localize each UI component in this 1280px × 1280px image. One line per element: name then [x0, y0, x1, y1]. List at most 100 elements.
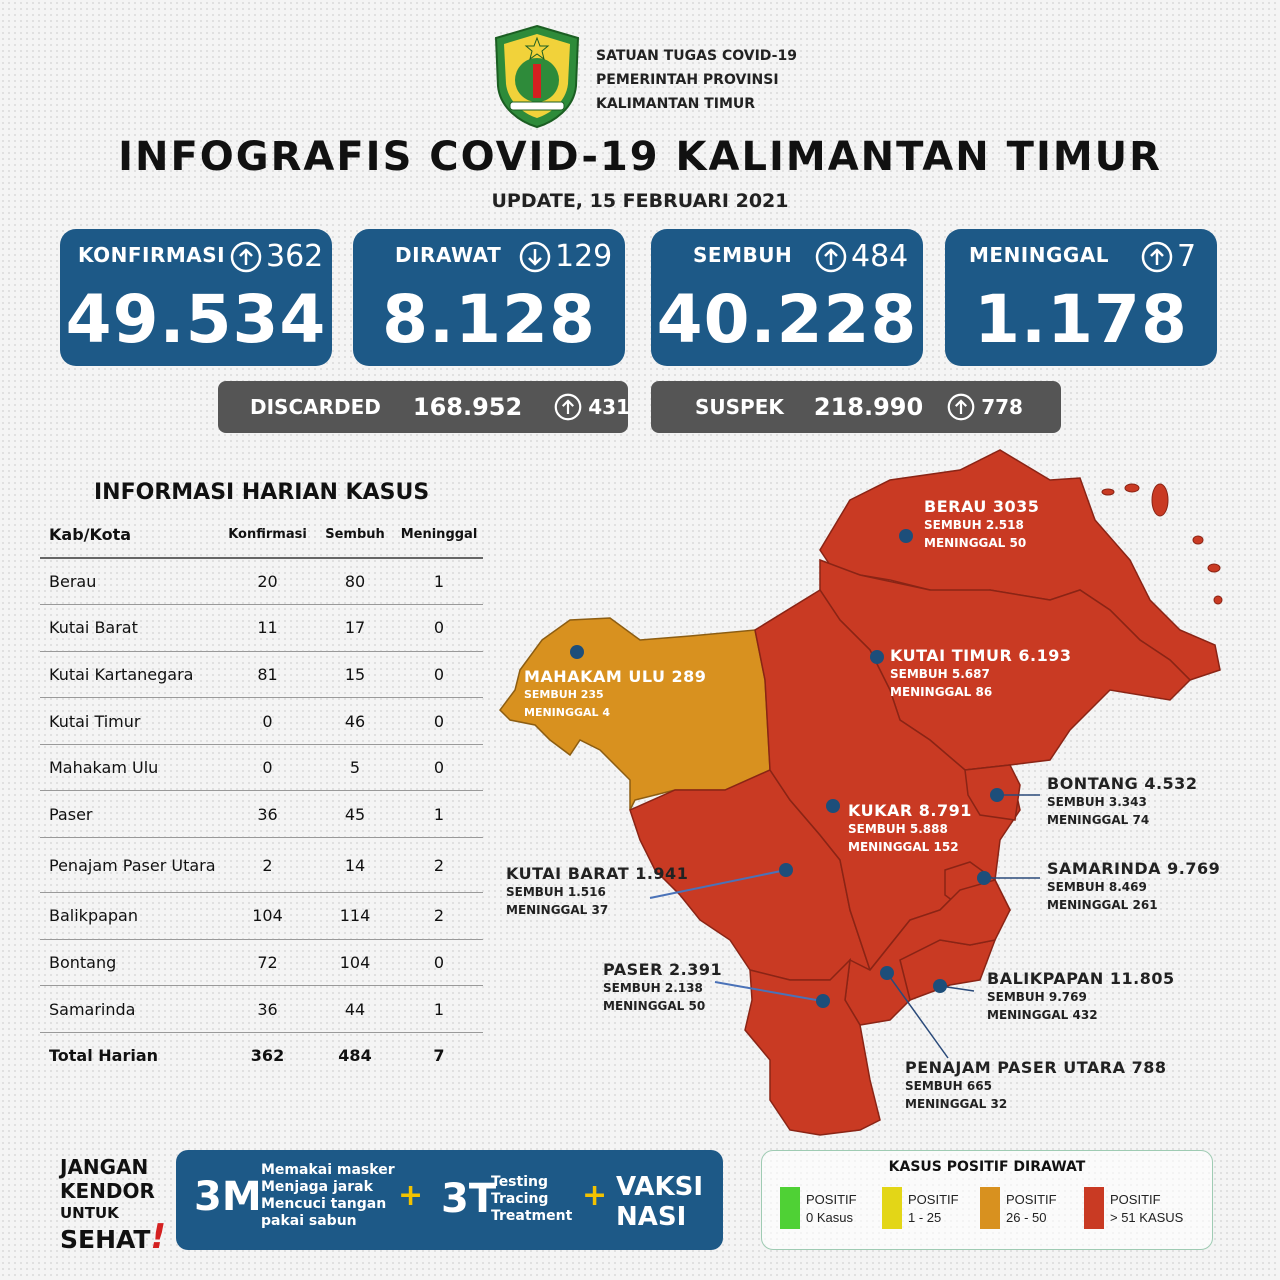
map-label-mahakam-ulu: MAHAKAM ULU 289 SEMBUH 235 MENINGGAL 4	[524, 667, 706, 722]
region-penajam-paser-utara	[844, 879, 1011, 1026]
arrow-up-icon	[230, 241, 262, 272]
protocol-3t: 3T	[441, 1176, 497, 1222]
region-sembuh: SEMBUH 5.888	[848, 822, 948, 836]
cell-konfirmasi: 0	[220, 697, 315, 745]
protocol-3m-item: Memakai masker	[261, 1162, 395, 1178]
vaksi-line-2: NASI	[616, 1202, 687, 1232]
cell-region: Kutai Barat	[40, 604, 220, 652]
region-sembuh: SEMBUH 5.687	[890, 667, 990, 681]
cell-konfirmasi: 72	[220, 939, 315, 987]
stat-change-value: 362	[266, 239, 324, 274]
region-meninggal: MENINGGAL 4	[524, 706, 611, 719]
stat-card-sembuh: SEMBUH 484 40.228	[651, 229, 923, 366]
stat-value: 40.228	[656, 281, 918, 358]
cell-meninggal: 2	[395, 892, 483, 940]
region-sembuh: SEMBUH 1.516	[506, 885, 606, 899]
discarded-change-value: 431	[588, 395, 630, 419]
region-name: BERAU 3035	[924, 497, 1040, 516]
table-row: Mahakam Ulu 0 5 0	[40, 744, 483, 792]
cell-sembuh: 104	[315, 939, 395, 987]
cell-meninggal: 1	[395, 790, 483, 839]
map-legend: KASUS POSITIF DIRAWAT POSITIF 0 Kasus POS…	[761, 1150, 1213, 1250]
region-meninggal: MENINGGAL 432	[987, 1008, 1098, 1022]
cell-meninggal: 1	[395, 558, 483, 606]
slogan-line-3: UNTUK	[60, 1204, 119, 1222]
island	[1151, 483, 1169, 517]
stat-change: 484	[815, 239, 908, 274]
region-name: KUKAR 8.791	[848, 801, 972, 820]
region-sembuh: SEMBUH 2.138	[603, 981, 703, 995]
cell-konfirmasi: 0	[220, 744, 315, 792]
cell-region: Paser	[40, 790, 220, 839]
table-row: Samarinda 36 44 1	[40, 985, 483, 1033]
legend-item: POSITIF 26 - 50	[980, 1187, 1057, 1229]
map-label-bontang: BONTANG 4.532 SEMBUH 3.343 MENINGGAL 74	[1047, 774, 1197, 829]
suspek-change-value: 778	[981, 395, 1023, 419]
slogan-line-1: JANGAN	[60, 1155, 149, 1179]
cell-sembuh: 44	[315, 985, 395, 1033]
legend-item: POSITIF 0 Kasus	[780, 1187, 857, 1229]
table-row: Paser 36 45 1	[40, 790, 483, 839]
cell-meninggal: 0	[395, 651, 483, 699]
legend-item: POSITIF > 51 KASUS	[1084, 1187, 1183, 1229]
stat-label: MENINGGAL	[969, 243, 1110, 267]
stat-value: 49.534	[65, 281, 327, 358]
region-name: PENAJAM PASER UTARA 788	[905, 1058, 1167, 1077]
legend-line-1: POSITIF	[1006, 1192, 1057, 1207]
header-sembuh: Sembuh	[315, 512, 395, 559]
table-row: Kutai Barat 11 17 0	[40, 604, 483, 652]
vaksi-line-1: VAKSI	[616, 1172, 704, 1202]
update-date: UPDATE, 15 FEBRUARI 2021	[491, 190, 789, 212]
cell-sembuh: 14	[315, 837, 395, 894]
region-sembuh: SEMBUH 665	[905, 1079, 992, 1093]
suspek-value: 218.990	[813, 393, 924, 421]
region-name: KUTAI TIMUR 6.193	[890, 646, 1072, 665]
protocol-3t-item: Treatment	[491, 1208, 573, 1224]
plus-sign: +	[398, 1178, 424, 1213]
region-name: BONTANG 4.532	[1047, 774, 1198, 793]
legend-line-2: > 51 KASUS	[1110, 1210, 1184, 1225]
table-row: Penajam Paser Utara 2 14 2	[40, 837, 483, 894]
plus-sign: +	[582, 1178, 608, 1213]
cell-meninggal: 0	[395, 939, 483, 987]
cell-konfirmasi: 36	[220, 985, 315, 1033]
legend-line-1: POSITIF	[908, 1192, 959, 1207]
cell-sembuh: 45	[315, 790, 395, 839]
cell-sembuh: 46	[315, 697, 395, 745]
protocol-vaksinasi: VAKSI NASI	[616, 1172, 703, 1232]
dot-kutai-timur	[870, 650, 884, 664]
stat-card-dirawat: DIRAWAT 129 8.128	[353, 229, 625, 366]
table-row: Kutai Kartanegara 81 15 0	[40, 651, 483, 699]
island	[1101, 488, 1115, 496]
cell-meninggal: 1	[395, 985, 483, 1033]
header-konfirmasi: Konfirmasi	[220, 512, 315, 559]
organization-name: SATUAN TUGAS COVID-19 PEMERINTAH PROVINS…	[596, 44, 797, 116]
leader-line-kutai-barat	[649, 869, 787, 899]
stat-label: DIRAWAT	[395, 243, 502, 267]
protocol-3t-item: Tracing	[491, 1191, 549, 1207]
dot-kukar	[826, 799, 840, 813]
region-name: PASER 2.391	[603, 960, 723, 979]
island	[1124, 483, 1140, 493]
region-sembuh: SEMBUH 3.343	[1047, 795, 1147, 809]
map-label-kutai-barat: KUTAI BARAT 1.941 SEMBUH 1.516 MENINGGAL…	[506, 864, 688, 919]
stat-change-value: 7	[1177, 239, 1197, 274]
legend-line-1: POSITIF	[1110, 1192, 1161, 1207]
table-total-row: Total Harian 362 484 7	[40, 1032, 483, 1079]
stat-value: 1.178	[974, 281, 1188, 358]
stat-change: 129	[519, 239, 612, 274]
map-label-balikpapan: BALIKPAPAN 11.805 SEMBUH 9.769 MENINGGAL…	[987, 969, 1175, 1024]
table-row: Balikpapan 104 114 2	[40, 892, 483, 940]
cell-total-konfirmasi: 362	[250, 1046, 285, 1066]
province-emblem	[494, 24, 580, 128]
discarded-change: 431	[554, 393, 630, 421]
dot-ppu	[880, 966, 894, 980]
header-meninggal: Meninggal	[395, 512, 483, 559]
protocol-3m-item: Menjaga jarak	[261, 1179, 373, 1195]
daily-cases-table: Kab/Kota Konfirmasi Sembuh Meninggal Ber…	[40, 512, 483, 1079]
header-kabkota: Kab/Kota	[40, 512, 220, 559]
cell-region: Balikpapan	[40, 892, 220, 940]
cell-meninggal: 0	[395, 604, 483, 652]
region-meninggal: MENINGGAL 261	[1047, 898, 1158, 912]
slogan-line-4: SEHAT	[60, 1225, 151, 1254]
